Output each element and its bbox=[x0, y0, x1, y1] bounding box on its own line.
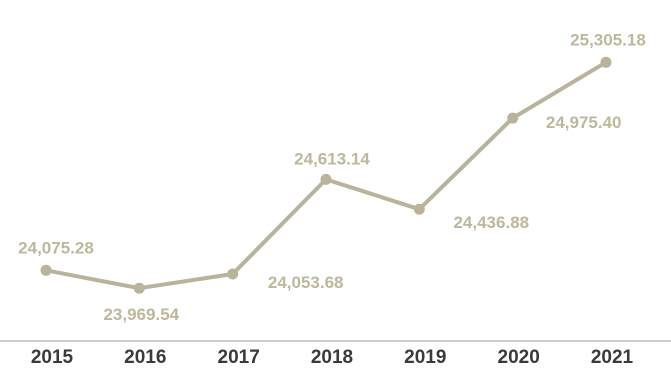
data-point-2015 bbox=[40, 264, 52, 276]
data-label-layer: 24,075.28 23,969.54 24,053.68 24,613.14 24,4… bbox=[18, 30, 646, 324]
data-label-2018: 24,613.14 bbox=[294, 149, 370, 168]
data-point-2018 bbox=[320, 173, 332, 185]
data-label-2021: 25,305.18 bbox=[570, 30, 646, 49]
x-tick-label-2020: 2020 bbox=[498, 347, 540, 368]
data-point-2016 bbox=[133, 282, 145, 294]
data-point-2017 bbox=[227, 268, 239, 280]
x-tick-label-2018: 2018 bbox=[311, 347, 353, 368]
data-label-2016: 23,969.54 bbox=[103, 305, 179, 324]
data-point-2019 bbox=[413, 203, 425, 215]
series-layer bbox=[40, 56, 612, 294]
data-point-2021 bbox=[600, 56, 612, 68]
x-tick-label-2019: 2019 bbox=[404, 347, 446, 368]
data-label-2020: 24,975.40 bbox=[546, 113, 622, 132]
data-label-2017: 24,053.68 bbox=[268, 273, 344, 292]
x-tick-layer: 2015 2016 2017 2018 2019 2020 2021 bbox=[31, 347, 634, 368]
x-tick-label-2017: 2017 bbox=[218, 347, 260, 368]
data-point-2020 bbox=[507, 112, 519, 124]
data-label-2019: 24,436.88 bbox=[453, 213, 529, 232]
x-tick-label-2015: 2015 bbox=[31, 347, 74, 368]
x-tick-label-2021: 2021 bbox=[591, 347, 634, 368]
x-tick-label-2016: 2016 bbox=[124, 347, 166, 368]
data-label-2015: 24,075.28 bbox=[18, 238, 94, 257]
